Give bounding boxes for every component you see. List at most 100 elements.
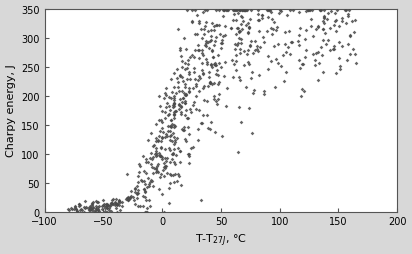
Point	[319, 20, 326, 24]
Point	[232, 43, 238, 47]
Point	[192, 78, 199, 82]
Point	[177, 74, 183, 78]
Point	[183, 109, 190, 113]
Point	[101, 204, 108, 209]
Point	[138, 179, 145, 183]
Point	[199, 122, 205, 126]
Point	[202, 44, 208, 48]
Point	[169, 140, 175, 144]
Point	[283, 51, 289, 55]
Point	[134, 189, 141, 193]
Point	[100, 203, 107, 208]
Point	[281, 30, 288, 35]
Point	[156, 95, 162, 99]
Point	[298, 62, 305, 67]
Point	[109, 201, 115, 205]
Point	[287, 9, 294, 13]
Point	[233, 33, 239, 37]
Point	[163, 164, 169, 168]
Point	[194, 49, 201, 53]
Point	[153, 153, 160, 157]
Point	[108, 210, 115, 214]
Point	[191, 56, 198, 60]
Point	[179, 65, 186, 69]
Point	[255, 19, 262, 23]
Point	[66, 208, 73, 212]
Point	[81, 205, 87, 210]
Point	[195, 79, 201, 83]
Point	[186, 72, 192, 76]
Point	[178, 184, 185, 188]
Point	[231, 13, 237, 17]
Point	[204, 85, 211, 89]
Point	[160, 210, 167, 214]
Point	[315, 26, 321, 30]
Point	[247, 18, 253, 22]
Point	[219, 39, 225, 43]
Point	[184, 152, 191, 156]
Point	[196, 48, 203, 52]
Point	[167, 135, 173, 139]
Point	[304, 9, 311, 13]
Point	[189, 21, 195, 25]
Point	[215, 9, 222, 13]
Point	[236, 9, 243, 13]
Point	[87, 208, 94, 212]
Point	[268, 26, 274, 30]
Point	[231, 62, 237, 67]
Point	[206, 81, 213, 85]
Point	[241, 9, 247, 13]
Point	[285, 45, 291, 50]
Point	[245, 32, 252, 36]
Point	[316, 9, 323, 13]
Point	[219, 42, 225, 46]
Point	[259, 13, 266, 18]
Point	[199, 62, 206, 66]
Point	[235, 27, 242, 31]
Point	[209, 82, 215, 86]
Point	[158, 146, 164, 150]
Point	[112, 201, 118, 205]
Point	[342, 9, 349, 13]
Point	[202, 40, 209, 44]
Point	[241, 64, 247, 68]
Point	[77, 203, 84, 208]
Point	[172, 138, 179, 142]
Point	[153, 167, 159, 171]
Point	[182, 113, 188, 117]
Point	[89, 208, 95, 212]
Point	[182, 102, 189, 106]
Point	[176, 174, 182, 178]
Point	[201, 33, 207, 37]
Point	[109, 202, 116, 206]
Point	[195, 44, 201, 48]
Point	[126, 197, 133, 201]
Point	[236, 9, 242, 13]
Point	[74, 209, 81, 213]
Point	[178, 106, 185, 110]
Point	[219, 134, 225, 138]
Point	[124, 197, 131, 201]
Point	[167, 130, 173, 134]
Point	[223, 9, 230, 13]
Point	[297, 27, 303, 31]
Point	[206, 70, 213, 74]
Point	[171, 99, 177, 103]
Point	[141, 187, 147, 191]
Point	[171, 161, 177, 165]
Point	[267, 9, 273, 13]
Point	[155, 187, 162, 191]
Point	[199, 49, 206, 53]
Point	[177, 149, 183, 153]
Point	[171, 102, 177, 106]
Point	[167, 125, 174, 129]
Point	[181, 92, 187, 96]
Point	[181, 128, 188, 132]
Point	[170, 106, 176, 110]
Point	[157, 155, 163, 159]
Point	[186, 90, 192, 94]
Point	[279, 53, 286, 57]
Point	[171, 105, 177, 109]
Point	[221, 9, 227, 13]
Point	[336, 40, 343, 44]
